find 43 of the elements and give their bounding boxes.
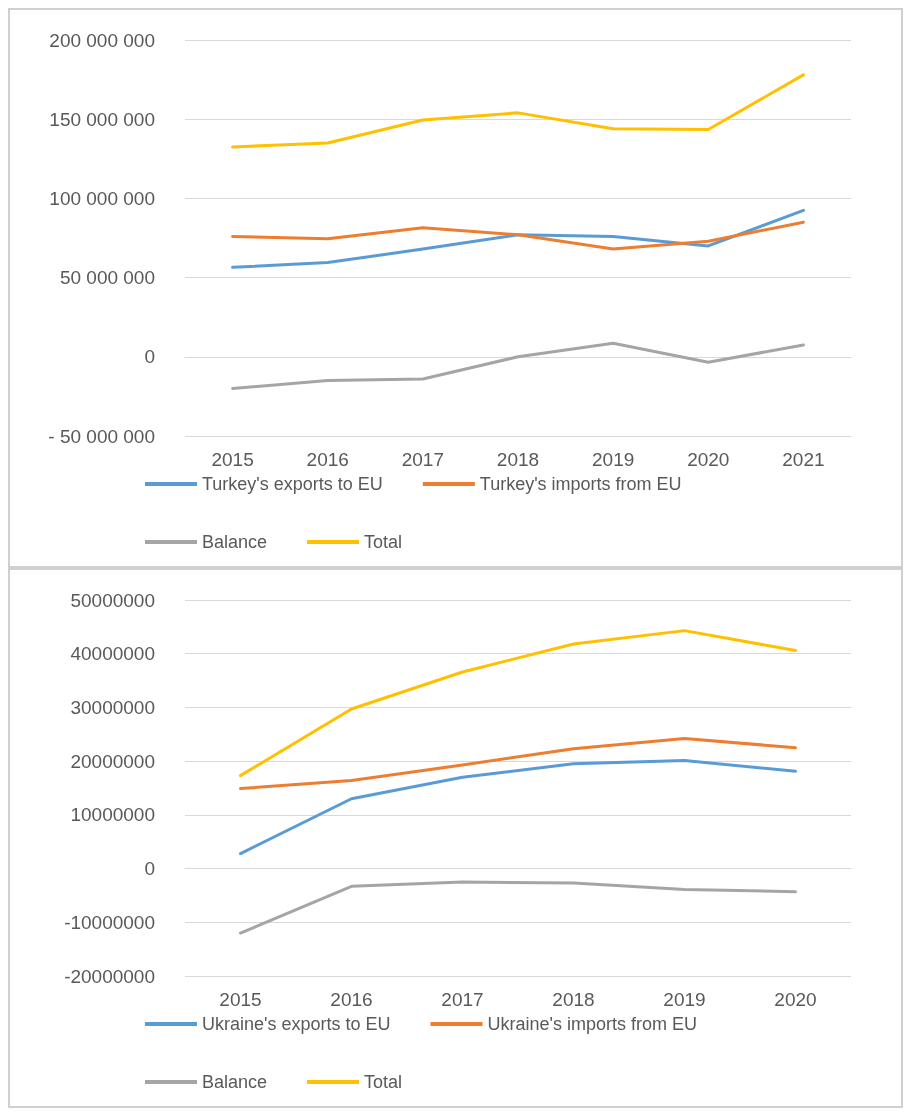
line-series xyxy=(239,737,797,791)
y-tick-label: -20000000 xyxy=(64,965,155,987)
y-tick-label: 100 000 000 xyxy=(49,187,155,209)
x-tick-label: 2015 xyxy=(219,989,262,1010)
y-tick-label: 150 000 000 xyxy=(49,108,155,130)
x-tick-label: 2017 xyxy=(441,989,484,1010)
y-tick-label: 0 xyxy=(144,346,155,368)
x-tick-label: 2018 xyxy=(552,989,595,1010)
x-tick-label: 2016 xyxy=(330,989,373,1010)
x-tick-label: 2015 xyxy=(211,449,254,470)
y-tick-label: 40000000 xyxy=(70,643,155,665)
y-tick-label: 50000000 xyxy=(70,589,155,611)
legend-label: Total xyxy=(364,1072,403,1092)
x-tick-label: 2017 xyxy=(401,449,444,470)
x-tick-label: 2021 xyxy=(782,449,825,470)
line-series xyxy=(231,73,805,149)
line-series xyxy=(239,629,797,778)
y-tick-label: - 50 000 000 xyxy=(48,425,155,447)
y-tick-label: 200 000 000 xyxy=(49,29,155,51)
line-series xyxy=(239,880,797,935)
line-series xyxy=(231,208,805,269)
legend-label: Balance xyxy=(202,532,268,552)
y-tick-label: 10000000 xyxy=(70,804,155,826)
x-tick-label: 2020 xyxy=(774,989,817,1010)
x-tick-label: 2016 xyxy=(306,449,349,470)
x-tick-label: 2019 xyxy=(592,449,635,470)
y-tick-label: 30000000 xyxy=(70,696,155,718)
y-tick-label: -10000000 xyxy=(64,911,155,933)
legend-label: Balance xyxy=(202,1072,268,1092)
line-series xyxy=(231,341,805,390)
y-tick-label: 50 000 000 xyxy=(59,267,155,289)
line-series xyxy=(231,220,805,251)
legend-label: Total xyxy=(364,532,403,552)
legend-label: Ukraine's imports from EU xyxy=(487,1014,697,1034)
x-tick-label: 2020 xyxy=(687,449,730,470)
y-tick-label: 0 xyxy=(144,858,155,880)
legend-label: Turkey's exports to EU xyxy=(202,474,383,494)
legend-label: Turkey's imports from EU xyxy=(479,474,682,494)
x-tick-label: 2019 xyxy=(663,989,706,1010)
legend-label: Ukraine's exports to EU xyxy=(202,1014,391,1034)
line-series xyxy=(239,759,797,856)
x-tick-label: 2018 xyxy=(496,449,540,470)
y-tick-label: 20000000 xyxy=(70,750,155,772)
